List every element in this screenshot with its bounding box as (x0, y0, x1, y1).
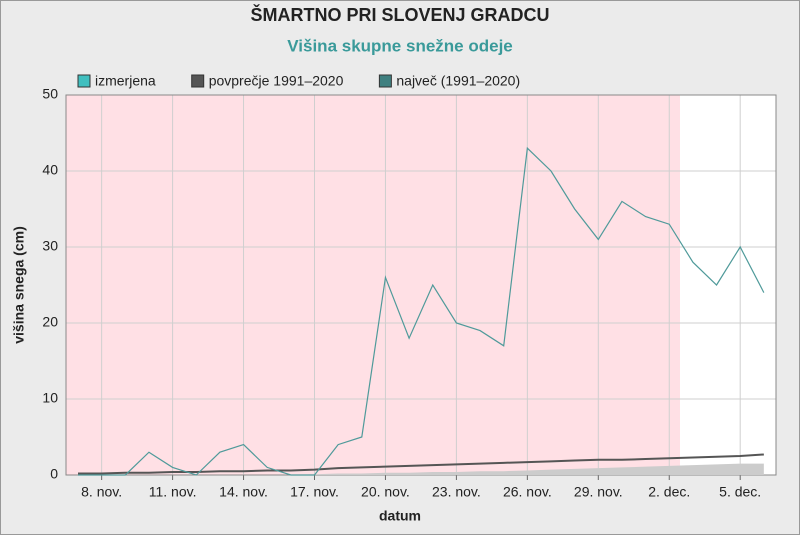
chart: ŠMARTNO PRI SLOVENJ GRADCU Višina skupne… (0, 0, 800, 535)
chart-subtitle: Višina skupne snežne odeje (287, 36, 513, 55)
y-tick-label: 20 (42, 314, 58, 330)
legend-swatch (379, 75, 391, 87)
x-axis-label: datum (379, 508, 421, 524)
x-tick-label: 2. dec. (648, 484, 690, 500)
y-tick-label: 50 (42, 86, 58, 102)
x-tick-label: 17. nov. (290, 484, 339, 500)
legend-swatch (78, 75, 90, 87)
x-tick-label: 29. nov. (574, 484, 623, 500)
y-tick-label: 40 (42, 162, 58, 178)
legend-swatch (192, 75, 204, 87)
chart-title: ŠMARTNO PRI SLOVENJ GRADCU (250, 4, 549, 25)
x-tick-label: 26. nov. (503, 484, 552, 500)
x-tick-label: 11. nov. (149, 484, 197, 500)
shaded-period (66, 95, 680, 475)
x-tick-label: 23. nov. (432, 484, 481, 500)
y-tick-label: 10 (42, 390, 58, 406)
x-tick-label: 8. nov. (81, 484, 122, 500)
x-tick-label: 20. nov. (361, 484, 410, 500)
legend-label: največ (1991–2020) (396, 73, 520, 89)
x-tick-label: 5. dec. (719, 484, 761, 500)
y-tick-label: 30 (42, 238, 58, 254)
legend-label: povprečje 1991–2020 (209, 73, 344, 89)
y-tick-label: 0 (50, 466, 58, 482)
y-axis-label: višina snega (cm) (11, 226, 27, 344)
legend-label: izmerjena (95, 73, 156, 89)
x-tick-label: 14. nov. (219, 484, 268, 500)
